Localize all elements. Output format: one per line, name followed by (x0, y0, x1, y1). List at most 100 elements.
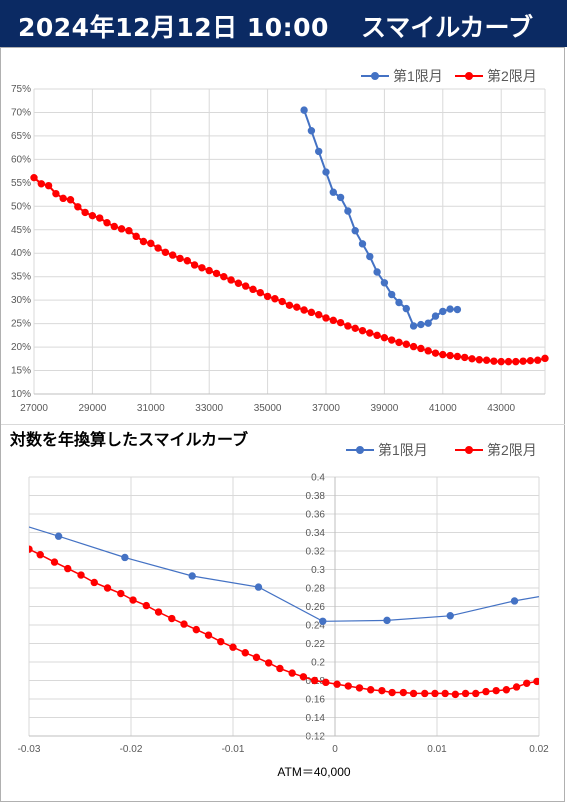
data-point-series-2 (103, 584, 112, 592)
x-tick-label: 33000 (195, 403, 223, 414)
data-point-series-2 (180, 620, 188, 628)
data-point-series-1 (446, 612, 454, 620)
data-point-series-2 (388, 688, 396, 697)
x-tick-label: 39000 (370, 403, 398, 414)
series-line-1 (29, 526, 539, 622)
y-tick-label: 0.36 (306, 510, 326, 521)
chart2-title: 対数を年換算したスマイルカーブ (10, 430, 249, 449)
data-point-series-2 (64, 564, 72, 573)
log-annualized-smile-chart: 0.120.140.160.180.20.220.240.260.280.30.… (18, 442, 550, 779)
data-point-series-2 (417, 344, 425, 353)
data-point-series-2 (198, 264, 206, 272)
data-point-series-2 (380, 333, 389, 342)
data-point-series-2 (526, 356, 535, 365)
data-point-series-1 (424, 319, 432, 327)
data-point-series-1 (121, 553, 129, 562)
y-tick-label: 0.28 (306, 584, 326, 595)
data-point-series-2 (50, 558, 59, 566)
data-point-series-2 (59, 194, 67, 203)
data-point-series-2 (502, 686, 511, 694)
x-tick-label: -0.01 (222, 744, 245, 755)
y-tick-label: 0.22 (306, 639, 326, 650)
x-tick-label: 43000 (487, 403, 515, 414)
data-point-series-1 (358, 240, 367, 248)
data-point-series-2 (263, 292, 272, 301)
data-point-series-2 (183, 257, 192, 265)
data-point-series-2 (205, 266, 213, 275)
data-point-series-2 (402, 340, 410, 348)
data-point-series-2 (176, 254, 184, 263)
data-point-series-2 (190, 261, 199, 269)
legend-label-2: 第2限月 (487, 68, 537, 84)
x-tick-label: 0 (332, 744, 338, 755)
data-point-series-2 (533, 677, 539, 686)
data-point-series-1 (439, 307, 447, 316)
y-tick-label: 0.14 (306, 713, 326, 724)
data-point-series-2 (212, 269, 221, 278)
series-line-2 (33, 176, 546, 363)
data-point-series-2 (472, 689, 480, 698)
data-point-series-2 (154, 244, 162, 252)
data-point-series-2 (378, 686, 386, 695)
data-point-series-2 (74, 203, 82, 211)
x-tick-label: 41000 (429, 403, 457, 414)
data-point-series-1 (510, 597, 519, 605)
data-point-series-2 (395, 338, 403, 347)
series-line-2 (29, 548, 538, 696)
x-tick-label: -0.03 (18, 744, 41, 755)
x-tick-label: 27000 (20, 403, 48, 414)
data-point-series-2 (541, 354, 549, 363)
data-point-series-2 (453, 352, 462, 361)
y-tick-label: 0.32 (306, 547, 326, 558)
data-point-series-2 (461, 689, 470, 698)
data-point-series-2 (77, 571, 85, 579)
y-tick-label: 70% (11, 107, 31, 118)
data-point-series-2 (399, 688, 408, 697)
data-point-series-2 (139, 237, 148, 246)
data-point-series-2 (519, 357, 527, 365)
data-point-series-1 (315, 147, 323, 156)
data-point-series-2 (278, 297, 286, 306)
data-point-series-1 (446, 305, 454, 313)
y-tick-label: 0.2 (311, 658, 325, 669)
header-banner: 2024年12月12日 10:00 スマイルカーブ (0, 0, 567, 47)
data-point-series-2 (482, 356, 491, 364)
legend-marker-1 (356, 446, 364, 454)
data-point-series-1 (322, 168, 330, 176)
data-point-series-1 (344, 207, 352, 215)
y-tick-label: 30% (11, 295, 31, 306)
data-point-series-2 (421, 689, 429, 698)
y-tick-label: 25% (11, 319, 31, 330)
legend-label-1: 第1限月 (378, 442, 428, 458)
y-tick-label: 40% (11, 248, 31, 259)
data-point-series-2 (322, 314, 330, 322)
data-point-series-2 (44, 181, 53, 190)
data-point-series-2 (409, 342, 418, 351)
data-point-series-1 (383, 616, 391, 625)
data-point-series-1 (366, 252, 374, 261)
data-point-series-2 (336, 318, 345, 327)
x-axis-title: ATM＝40,000 (277, 765, 350, 779)
data-point-series-2 (344, 322, 352, 330)
data-point-series-2 (490, 357, 498, 365)
x-tick-label: 0.01 (427, 744, 447, 755)
data-point-series-1 (54, 532, 63, 540)
data-point-series-2 (504, 357, 513, 366)
data-point-series-1 (453, 305, 462, 314)
legend-marker-1 (371, 72, 379, 80)
data-point-series-2 (439, 350, 447, 359)
data-point-series-2 (299, 673, 308, 681)
data-point-series-2 (461, 353, 469, 362)
data-point-series-1 (336, 193, 345, 202)
y-tick-label: 60% (11, 154, 31, 165)
data-point-series-2 (229, 643, 237, 651)
header-date: 2024年12月12日 10:00 (18, 13, 329, 42)
y-tick-label: 15% (11, 366, 31, 377)
data-point-series-1 (307, 127, 316, 135)
data-point-series-2 (482, 687, 490, 696)
y-tick-label: 45% (11, 225, 31, 236)
data-point-series-2 (355, 684, 364, 692)
data-point-series-2 (271, 295, 279, 303)
data-point-series-2 (147, 239, 155, 248)
data-point-series-2 (242, 282, 250, 290)
